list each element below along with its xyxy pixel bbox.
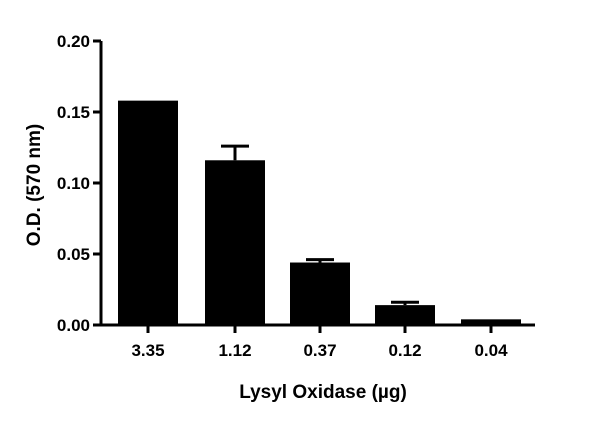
bar-3.35 [118,100,178,325]
x-axis-title: Lysyl Oxidase (µg) [239,382,407,403]
x-tick-label: 1.12 [218,341,251,360]
error-bars-layer [221,144,419,306]
error-bar-0.12 [391,300,419,306]
y-ticks-layer: 0.00 0.05 0.10 0.15 0.20 [57,32,101,335]
bar-0.12 [375,305,435,325]
y-tick-label: 0.15 [57,103,90,122]
error-bar-0.37 [306,258,334,263]
bar-0.37 [290,262,350,325]
x-ticks-layer: 3.35 1.12 0.37 0.12 0.04 [131,325,508,360]
y-tick-label: 0.10 [57,174,90,193]
bars-layer [118,100,521,325]
x-tick-label: 0.04 [474,341,508,360]
error-bar-1.12 [221,144,249,161]
y-tick-label: 0.00 [57,316,90,335]
x-tick-label: 0.12 [388,341,421,360]
x-tick-label: 0.37 [303,341,336,360]
y-axis-title: O.D. (570 nm) [24,124,45,246]
bar-1.12 [205,160,265,325]
y-tick-label: 0.05 [57,245,90,264]
bar-0.04 [461,319,521,325]
y-tick-label: 0.20 [57,32,90,51]
x-tick-label: 3.35 [131,341,164,360]
